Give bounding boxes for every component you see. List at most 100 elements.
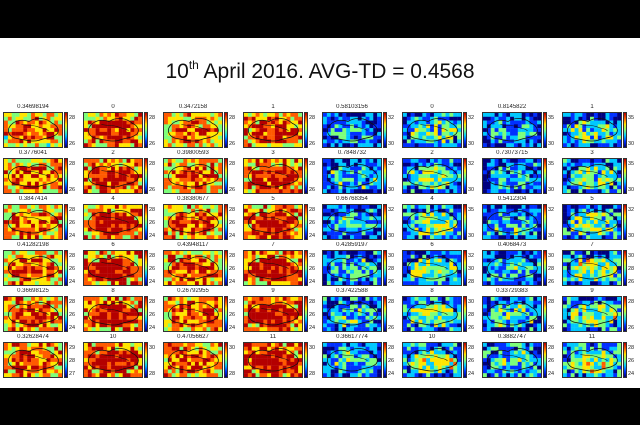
panel-label: 5 — [271, 196, 275, 202]
heatmap-image — [562, 342, 622, 378]
heatmap-image — [243, 250, 303, 286]
colorbar-tick-label: 28 — [628, 345, 635, 351]
panel-label: 0.34698194 — [17, 104, 49, 110]
panel-label: 0.37422588 — [336, 288, 368, 294]
colorbar-tick-label: 24 — [69, 279, 76, 285]
heatmap-image — [83, 250, 143, 286]
colorbar — [64, 158, 68, 194]
colorbar-tick-label: 30 — [468, 141, 475, 147]
heatmap-image — [3, 250, 63, 286]
colorbar-tick-label: 28 — [229, 371, 236, 377]
colorbar — [623, 204, 627, 240]
colorbar — [623, 112, 627, 148]
colorbar — [304, 112, 308, 148]
colorbar-tick-label: 28 — [149, 299, 156, 305]
panel-label: 0.32628474 — [17, 334, 49, 340]
colorbar-tick-label: 30 — [628, 233, 635, 239]
colorbar-tick-label: 28 — [548, 299, 555, 305]
colorbar-tick-label: 28 — [69, 161, 76, 167]
panel-label: 0.47056627 — [177, 334, 209, 340]
colorbar — [224, 112, 228, 148]
colorbar — [383, 296, 387, 332]
colorbar — [623, 296, 627, 332]
colorbar-tick-label: 24 — [229, 325, 236, 331]
heatmap-image — [83, 158, 143, 194]
colorbar-tick-label: 26 — [149, 266, 156, 272]
colorbar-tick-label: 30 — [468, 299, 475, 305]
colorbar-tick-label: 28 — [388, 266, 395, 272]
panel-label: 4 — [111, 196, 115, 202]
colorbar-tick-label: 26 — [628, 325, 635, 331]
heatmap-image — [402, 296, 462, 332]
heatmap-panel: 10 28 26 24 — [402, 334, 476, 380]
panel-label: 1 — [271, 104, 275, 110]
colorbar-tick-label: 24 — [69, 233, 76, 239]
heatmap-image — [482, 204, 542, 240]
heatmap-image — [243, 158, 303, 194]
slide-title: 10th April 2016. AVG-TD = 0.4568 — [0, 58, 640, 84]
heatmap-panel: 0.37422588 28 26 — [322, 288, 396, 334]
colorbar-tick-label: 26 — [468, 358, 475, 364]
colorbar-tick-label: 28 — [69, 207, 76, 213]
colorbar-tick-label: 26 — [309, 141, 316, 147]
colorbar-tick-label: 26 — [628, 279, 635, 285]
colorbar-tick-label: 30 — [229, 345, 236, 351]
heatmap-panel: 8 28 26 24 — [83, 288, 157, 334]
heatmap-image — [322, 296, 382, 332]
colorbar-tick-label: 26 — [149, 312, 156, 318]
heatmap-image — [322, 250, 382, 286]
colorbar — [224, 204, 228, 240]
panel-label: 0.3472158 — [178, 104, 208, 110]
colorbar-tick-label: 28 — [468, 312, 475, 318]
heatmap-panel: 0 32 30 — [402, 104, 476, 150]
heatmap-panel: 5 32 30 — [562, 196, 636, 242]
colorbar — [383, 112, 387, 148]
heatmap-image — [562, 204, 622, 240]
heatmap-image — [83, 296, 143, 332]
heatmap-panel: 0.26792955 28 26 24 — [163, 288, 237, 334]
heatmap-panel: 7 30 28 26 — [562, 242, 636, 288]
colorbar-tick-label: 28 — [468, 279, 475, 285]
colorbar-tick-label: 30 — [468, 233, 475, 239]
colorbar-tick-label: 28 — [309, 253, 316, 259]
heatmap-panel: 0.38380677 28 26 24 — [163, 196, 237, 242]
colorbar — [304, 158, 308, 194]
colorbar-tick-label: 28 — [468, 345, 475, 351]
colorbar — [304, 204, 308, 240]
heatmap-image — [163, 112, 223, 148]
heatmap-image — [402, 342, 462, 378]
colorbar — [224, 342, 228, 378]
colorbar-tick-label: 28 — [149, 207, 156, 213]
heatmap-image — [322, 204, 382, 240]
heatmap-panel: 0.58103156 32 30 — [322, 104, 396, 150]
colorbar-tick-label: 30 — [468, 187, 475, 193]
heatmap-panel: 0.39800593 28 26 — [163, 150, 237, 196]
panel-label: 4 — [430, 196, 434, 202]
heatmap-image — [402, 204, 462, 240]
panel-label: 0.43948117 — [177, 242, 209, 248]
colorbar-tick-label: 30 — [628, 253, 635, 259]
heatmap-panel: 7 28 26 24 — [243, 242, 317, 288]
colorbar-tick-label: 35 — [628, 115, 635, 121]
heatmap-panel: 0.43948117 28 26 24 — [163, 242, 237, 288]
colorbar — [224, 158, 228, 194]
panel-label: 8 — [111, 288, 115, 294]
colorbar-tick-label: 24 — [468, 371, 475, 377]
title-text: April 2016. AVG-TD = 0.4568 — [198, 60, 475, 83]
colorbar-tick-label: 30 — [149, 345, 156, 351]
colorbar — [383, 250, 387, 286]
colorbar — [383, 204, 387, 240]
heatmap-panel: 0.34698194 28 26 — [3, 104, 77, 150]
heatmap-panel: 0.36698125 28 26 24 — [3, 288, 77, 334]
colorbar-tick-label: 26 — [388, 325, 395, 331]
heatmap-panel: 0 28 26 — [83, 104, 157, 150]
heatmap-panel: 6 32 30 28 — [402, 242, 476, 288]
colorbar-tick-label: 24 — [309, 325, 316, 331]
colorbar — [224, 250, 228, 286]
colorbar-tick-label: 30 — [388, 233, 395, 239]
colorbar-tick-label: 32 — [548, 207, 555, 213]
colorbar-tick-label: 28 — [548, 266, 555, 272]
heatmap-image — [83, 112, 143, 148]
colorbar-tick-label: 26 — [149, 220, 156, 226]
heatmap-panel: 0.4068473 30 28 26 — [482, 242, 556, 288]
